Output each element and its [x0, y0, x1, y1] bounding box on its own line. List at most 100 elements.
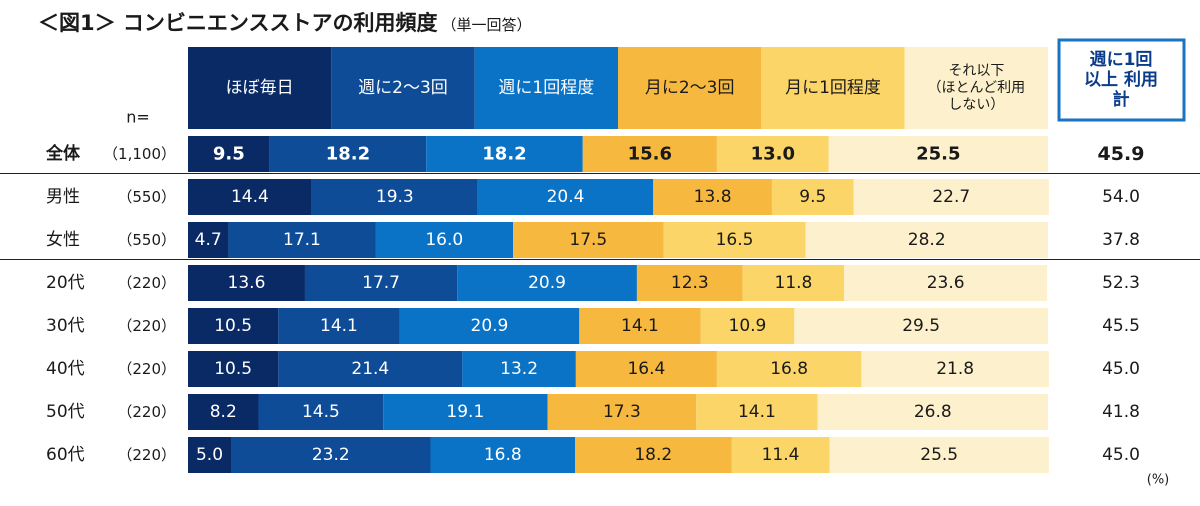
bar-segment-r3-s1 — [188, 222, 229, 258]
legend-header-cell-3 — [474, 47, 618, 129]
bar-segment-r3-s4 — [513, 222, 664, 258]
chart-subtitle: （単一回答） — [441, 16, 532, 34]
row-total-7: 41.8 — [1102, 402, 1140, 422]
legend-header-label-6-line-1: それ以下 — [948, 63, 1004, 79]
legend-header-label-1-line-1: ほぼ毎日 — [226, 78, 294, 98]
legend-header-cell-2 — [331, 47, 475, 129]
row-label-1: 全体 — [45, 143, 81, 164]
bar-value-r8-s3: 16.8 — [484, 445, 522, 465]
bar-value-r2-s1: 14.4 — [231, 187, 269, 207]
bar-segment-r2-s6 — [853, 179, 1049, 215]
bar-value-r4-s6: 23.6 — [927, 273, 965, 293]
bar-segment-r1-s2 — [269, 136, 427, 172]
bar-value-r3-s5: 16.5 — [716, 230, 754, 250]
bar-value-r5-s5: 10.9 — [729, 316, 767, 336]
bar-segment-r3-s5 — [663, 222, 806, 258]
bar-segment-r2-s2 — [311, 179, 478, 215]
bar-segment-r7-s1 — [188, 394, 259, 430]
bar-segment-r5-s4 — [579, 308, 701, 344]
chart-title: ＜図1＞ コンビニエンスストアの利用頻度 （単一回答） — [38, 8, 532, 38]
bar-value-r8-s4: 18.2 — [634, 445, 672, 465]
bar-value-r7-s4: 17.3 — [603, 402, 641, 422]
bar-value-r7-s1: 8.2 — [210, 402, 237, 422]
bar-segment-r2-s4 — [653, 179, 772, 215]
bar-segment-r7-s4 — [547, 394, 697, 430]
unit-label: (%) — [1147, 473, 1170, 488]
bar-segment-r5-s2 — [278, 308, 400, 344]
bar-value-r4-s2: 17.7 — [362, 273, 400, 293]
bar-value-r2-s6: 22.7 — [932, 187, 970, 207]
row-n-6: （220） — [117, 360, 176, 378]
n-label: n= — [126, 108, 150, 127]
bar-segment-r3-s2 — [228, 222, 376, 258]
bar-segment-r3-s3 — [375, 222, 514, 258]
bar-segment-r7-s5 — [696, 394, 818, 430]
bar-segment-r5-s1 — [188, 308, 279, 344]
bar-segment-r6-s3 — [462, 351, 576, 387]
bar-value-r5-s6: 29.5 — [902, 316, 940, 336]
legend-header-cell-4 — [618, 47, 762, 129]
bar-value-r7-s3: 19.1 — [446, 402, 484, 422]
bar-segment-r6-s2 — [278, 351, 463, 387]
row-n-5: （220） — [117, 317, 176, 335]
legend-header-label-5-line-1: 月に1回程度 — [785, 78, 881, 98]
row-total-5: 45.5 — [1102, 316, 1140, 336]
total-header-label-line-2: 以上 利用 — [1084, 69, 1158, 90]
row-n-3: （550） — [117, 231, 176, 249]
row-label-7: 50代 — [46, 402, 85, 422]
bar-segment-r5-s6 — [794, 308, 1048, 344]
bar-value-r4-s3: 20.9 — [528, 273, 566, 293]
bar-segment-r4-s1 — [188, 265, 305, 301]
row-label-6: 40代 — [46, 359, 85, 379]
bar-value-r3-s4: 17.5 — [569, 230, 607, 250]
bar-segment-r5-s3 — [399, 308, 580, 344]
bar-value-r4-s5: 11.8 — [775, 273, 813, 293]
bar-value-r3-s1: 4.7 — [195, 230, 222, 250]
row-total-1: 45.9 — [1098, 143, 1145, 165]
bar-value-r6-s2: 21.4 — [351, 359, 389, 379]
bar-value-r8-s6: 25.5 — [920, 445, 958, 465]
row-label-3: 女性 — [46, 230, 80, 250]
total-header-label-line-1: 週に1回 — [1090, 50, 1153, 70]
legend-header-cell-6 — [904, 47, 1048, 129]
bar-value-r6-s5: 16.8 — [770, 359, 808, 379]
bar-segment-r8-s1 — [188, 437, 231, 473]
bar-value-r3-s2: 17.1 — [283, 230, 321, 250]
bar-value-r5-s4: 14.1 — [621, 316, 659, 336]
bar-segment-r7-s6 — [817, 394, 1048, 430]
row-total-6: 45.0 — [1102, 359, 1140, 379]
bar-value-r8-s1: 5.0 — [196, 445, 223, 465]
bar-value-r6-s6: 21.8 — [936, 359, 974, 379]
bar-segment-r2-s5 — [771, 179, 854, 215]
bar-segment-r2-s1 — [188, 179, 312, 215]
legend-header-label-2-line-1: 週に2～3回 — [358, 78, 448, 98]
bar-segment-r8-s3 — [430, 437, 575, 473]
bar-value-r4-s4: 12.3 — [671, 273, 709, 293]
bar-value-r1-s4: 15.6 — [628, 144, 672, 165]
bar-segment-r8-s5 — [731, 437, 830, 473]
bar-segment-r1-s5 — [716, 136, 829, 172]
bar-value-r4-s1: 13.6 — [228, 273, 266, 293]
row-n-2: （550） — [117, 188, 176, 206]
bar-segment-r6-s1 — [188, 351, 279, 387]
row-total-8: 45.0 — [1102, 445, 1140, 465]
bar-segment-r5-s5 — [700, 308, 795, 344]
bar-value-r6-s3: 13.2 — [500, 359, 538, 379]
row-n-7: （220） — [117, 403, 176, 421]
bar-value-r3-s3: 16.0 — [425, 230, 463, 250]
row-label-5: 30代 — [46, 316, 85, 336]
row-total-4: 52.3 — [1102, 273, 1140, 293]
bar-segment-r6-s6 — [861, 351, 1049, 387]
row-n-8: （220） — [117, 446, 176, 464]
row-total-2: 54.0 — [1102, 187, 1140, 207]
bar-value-r5-s3: 20.9 — [471, 316, 509, 336]
bar-value-r8-s2: 23.2 — [312, 445, 350, 465]
legend-header-label-4-line-1: 月に2～3回 — [645, 78, 735, 98]
bar-segment-r6-s5 — [716, 351, 862, 387]
bar-segment-r8-s2 — [231, 437, 431, 473]
bar-segment-r6-s4 — [575, 351, 717, 387]
row-label-8: 60代 — [46, 445, 85, 465]
legend-header-cell-5 — [761, 47, 905, 129]
row-n-4: （220） — [117, 274, 176, 292]
